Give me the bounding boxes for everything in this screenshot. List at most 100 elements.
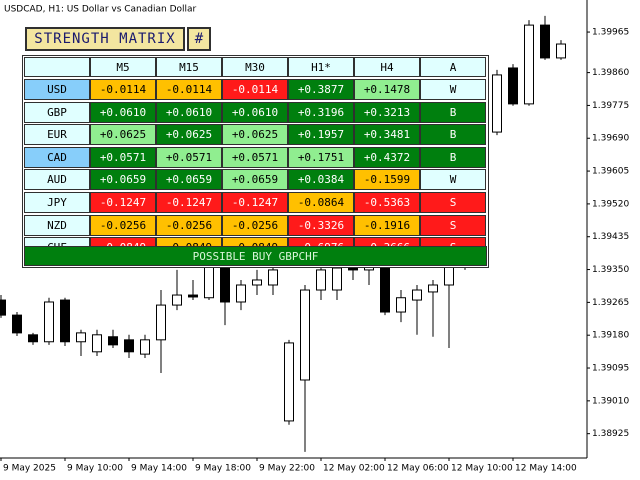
matrix-cell: -0.0256 (156, 214, 222, 236)
candle-body (124, 339, 134, 353)
matrix-cell: -0.1247 (156, 192, 222, 213)
chart-title: USDCAD, H1: US Dollar vs Canadian Dollar (4, 5, 197, 15)
candle-body (108, 336, 118, 346)
column-header: M15 (156, 57, 222, 77)
x-tick-label: 9 May 10:00 (67, 464, 123, 474)
candle-body (60, 299, 70, 343)
candle-body (92, 334, 102, 353)
currency-cell[interactable]: EUR (24, 124, 90, 146)
candle-body (12, 314, 22, 334)
currency-cell[interactable]: USD (24, 79, 90, 100)
y-tick-label: 1.39860 (592, 68, 629, 78)
x-tick-label: 9 May 22:00 (259, 464, 315, 474)
currency-cell[interactable]: AUD (24, 169, 90, 191)
matrix-cell: +0.3481 (354, 124, 420, 146)
matrix-cell: +0.0610 (222, 101, 288, 123)
y-tick-label: 1.39520 (592, 199, 629, 209)
matrix-cell: +0.0625 (90, 124, 156, 146)
x-tick-label: 9 May 2025 (3, 464, 56, 474)
matrix-cell: -0.0256 (90, 214, 156, 236)
column-header: H1* (288, 57, 354, 77)
currency-cell[interactable]: JPY (24, 192, 90, 213)
candle-body (556, 43, 566, 59)
candle-body (332, 267, 342, 291)
candle-body (28, 334, 38, 343)
candle-body (540, 24, 550, 59)
matrix-cell: +0.0659 (90, 169, 156, 191)
candle-body (44, 301, 54, 343)
y-tick-label: 1.39010 (592, 396, 629, 406)
matrix-cell: +0.1751 (288, 146, 354, 168)
candle-body (0, 299, 6, 316)
candle-body (172, 294, 182, 306)
y-tick-label: 1.38925 (592, 429, 629, 439)
matrix-cell: -0.0114 (90, 79, 156, 100)
matrix-cell: +0.4372 (354, 146, 420, 168)
matrix-cell: +0.0571 (156, 146, 222, 168)
candle-body (396, 297, 406, 313)
y-tick-label: 1.39690 (592, 134, 629, 144)
candle-body (508, 67, 518, 105)
column-header: A (420, 57, 486, 77)
matrix-cell: +0.0625 (156, 124, 222, 146)
y-tick-label: 1.39180 (592, 331, 629, 341)
signal-bar: POSSIBLE BUY GBPCHF (24, 246, 487, 266)
matrix-cell: B (420, 124, 486, 146)
currency-cell[interactable]: NZD (24, 214, 90, 236)
candle-body (348, 267, 358, 271)
panel-title[interactable]: STRENGTH MATRIX (25, 27, 185, 51)
matrix-cell: +0.0625 (222, 124, 288, 146)
candle-body (204, 264, 214, 299)
matrix-cell: +0.0659 (222, 169, 288, 191)
candle-body (140, 339, 150, 355)
x-tick-label: 12 May 06:00 (387, 464, 449, 474)
matrix-cell: +0.3877 (288, 79, 354, 100)
currency-cell[interactable]: GBP (24, 101, 90, 123)
menu-button[interactable]: # (187, 27, 211, 51)
matrix-cell: -0.5363 (354, 192, 420, 213)
candle-body (316, 269, 326, 291)
y-tick-label: 1.39435 (592, 232, 629, 242)
matrix-cell: +0.3196 (288, 101, 354, 123)
corner-cell (24, 57, 90, 77)
candle-body (524, 24, 534, 105)
currency-cell[interactable]: CAD (24, 146, 90, 168)
matrix-cell: W (420, 169, 486, 191)
y-tick-label: 1.39605 (592, 167, 629, 177)
matrix-cell: -0.0864 (288, 192, 354, 213)
x-tick-label: 9 May 18:00 (195, 464, 251, 474)
x-tick-label: 9 May 14:00 (131, 464, 187, 474)
candle-body (300, 289, 310, 381)
matrix-cell: -0.1599 (354, 169, 420, 191)
matrix-cell: -0.3326 (288, 214, 354, 236)
matrix-cell: -0.0114 (222, 79, 288, 100)
matrix-cell: +0.0571 (222, 146, 288, 168)
candle-body (412, 289, 422, 301)
matrix-cell: W (420, 79, 486, 100)
matrix-cell: +0.0659 (156, 169, 222, 191)
column-header: M5 (90, 57, 156, 77)
y-tick-label: 1.39095 (592, 364, 629, 374)
matrix-cell: +0.0571 (90, 146, 156, 168)
candle-body (76, 332, 86, 343)
matrix-cell: S (420, 192, 486, 213)
matrix-cell: -0.1916 (354, 214, 420, 236)
x-tick-label: 12 May 14:00 (515, 464, 577, 474)
matrix-cell: B (420, 101, 486, 123)
candle-body (428, 284, 438, 293)
matrix-cell: -0.0256 (222, 214, 288, 236)
matrix-cell: +0.0384 (288, 169, 354, 191)
matrix-cell: +0.0610 (156, 101, 222, 123)
candle-body (236, 284, 246, 303)
candle-body (156, 304, 166, 341)
candle-body (188, 294, 198, 298)
matrix-cell: +0.0610 (90, 101, 156, 123)
candle-body (268, 269, 278, 286)
candle-body (252, 279, 262, 286)
column-header: H4 (354, 57, 420, 77)
y-tick-label: 1.39350 (592, 265, 629, 275)
matrix-cell: S (420, 214, 486, 236)
matrix-cell: -0.1247 (222, 192, 288, 213)
